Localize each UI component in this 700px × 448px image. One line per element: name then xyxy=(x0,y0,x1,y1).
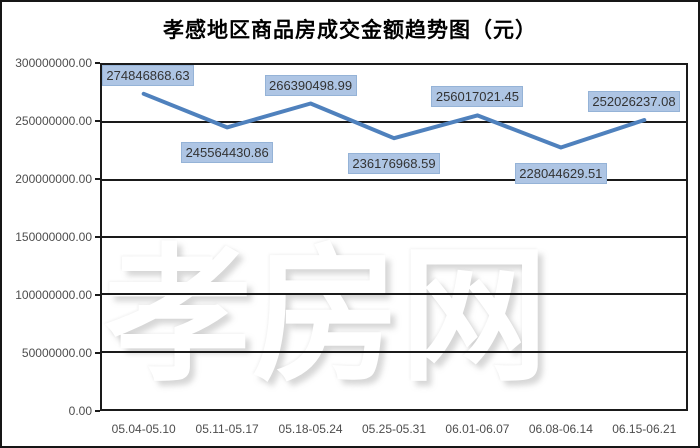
x-axis-category-label: 06.15-06.21 xyxy=(612,422,677,436)
data-label: 245564430.86 xyxy=(181,142,274,164)
gridline xyxy=(102,121,686,124)
gridline xyxy=(102,350,686,353)
data-label: 252026237.08 xyxy=(588,91,680,112)
x-axis-category-label: 06.08-06.14 xyxy=(528,422,593,436)
y-axis-tick-mark xyxy=(95,294,100,296)
trend-line-svg xyxy=(141,91,647,150)
y-axis-tick-mark xyxy=(95,62,100,64)
x-axis-category-label: 05.11-05.17 xyxy=(195,422,259,436)
y-axis-tick-label: 250000000.00 xyxy=(15,114,92,128)
data-label: 274846868.63 xyxy=(102,65,194,86)
y-axis-tick-label: 200000000.00 xyxy=(15,172,92,186)
gridline xyxy=(102,236,686,238)
y-axis-tick-label: 50000000.00 xyxy=(21,346,92,360)
data-label: 266390498.99 xyxy=(264,74,357,96)
data-label: 228044629.51 xyxy=(514,162,607,184)
x-axis-category-label: 05.18-05.24 xyxy=(278,422,343,436)
chart-title: 孝感地区商品房成交金额趋势图（元） xyxy=(163,17,537,42)
trend-line xyxy=(141,91,647,150)
x-axis-category-label: 05.25-05.31 xyxy=(361,422,427,436)
gridline xyxy=(102,178,686,181)
y-axis-tick-label: 300000000.00 xyxy=(15,56,92,70)
data-label: 256017021.45 xyxy=(431,86,524,108)
y-axis-tick-label: 100000000.00 xyxy=(15,288,92,302)
y-axis-tick-mark xyxy=(95,120,100,122)
plot-area: 孝房网 274846868.63 245564430.86 266390498.99… xyxy=(100,63,688,411)
watermark-text: 孝房网 xyxy=(104,234,548,399)
y-axis-tick-mark xyxy=(95,178,100,180)
y-axis-tick-label: 150000000.00 xyxy=(15,230,92,244)
gridline xyxy=(102,293,686,296)
y-axis-tick-mark xyxy=(95,410,100,412)
y-axis-tick-mark xyxy=(95,236,100,238)
x-axis-category-label: 05.04-05.10 xyxy=(111,422,176,436)
y-axis-tick-mark xyxy=(95,352,100,354)
x-axis-category-label: 06.01-06.07 xyxy=(445,422,510,436)
data-label: 236176968.59 xyxy=(348,153,440,175)
y-axis-tick-label: 0.00 xyxy=(68,404,92,418)
